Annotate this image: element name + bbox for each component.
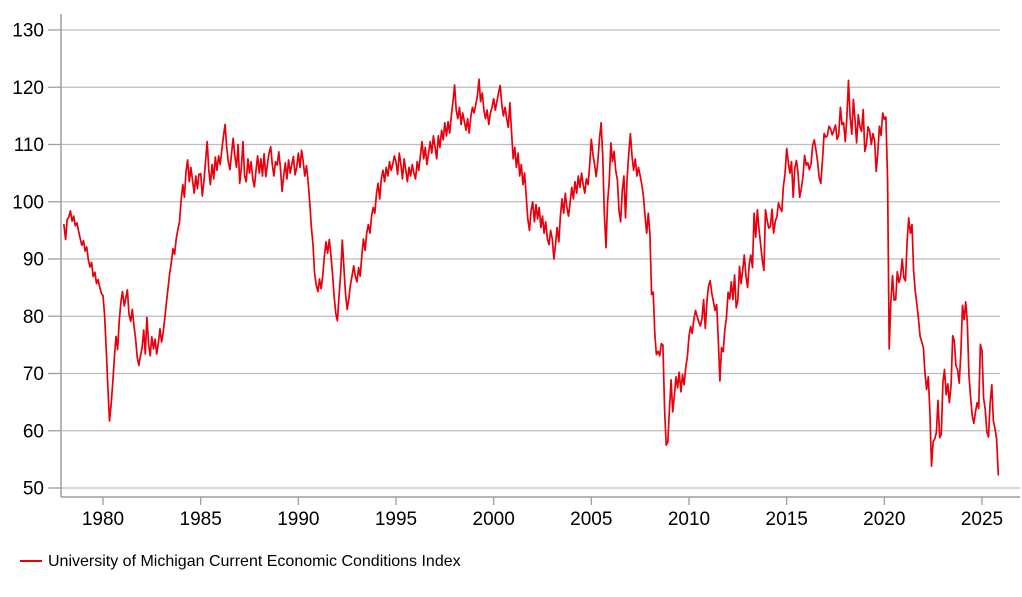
y-tick-label: 100 bbox=[12, 192, 44, 213]
x-tick-label: 2010 bbox=[668, 509, 710, 530]
x-tick-labels: 1980 1985 1990 1995 2000 2005 2010 2015 2020 2025 bbox=[82, 509, 1003, 530]
x-tick-label: 1980 bbox=[82, 509, 124, 530]
legend: University of Michigan Current Economic … bbox=[20, 553, 461, 570]
series-line bbox=[63, 78, 1000, 476]
gridlines bbox=[61, 29, 1020, 489]
x-tick-label: 2020 bbox=[863, 509, 905, 530]
y-tick-label: 130 bbox=[12, 21, 44, 42]
y-tick-label: 120 bbox=[12, 78, 44, 99]
y-tick-label: 60 bbox=[23, 421, 44, 442]
y-tick-labels: 50 60 70 80 90 100 110 120 130 bbox=[12, 21, 44, 500]
axes bbox=[48, 14, 1020, 505]
y-tick-label: 110 bbox=[14, 135, 44, 156]
legend-label: University of Michigan Current Economic … bbox=[48, 553, 461, 570]
x-tick-label: 1990 bbox=[277, 509, 319, 530]
x-tick-label: 2000 bbox=[473, 509, 515, 530]
y-tick-label: 90 bbox=[23, 250, 44, 271]
x-tick-label: 1995 bbox=[375, 509, 417, 530]
x-tick-label: 2025 bbox=[961, 509, 1003, 530]
y-tick-label: 50 bbox=[23, 479, 44, 500]
y-tick-label: 80 bbox=[23, 307, 44, 328]
y-tick-label: 70 bbox=[23, 364, 44, 385]
x-tick-label: 1985 bbox=[180, 509, 222, 530]
x-tick-label: 2005 bbox=[570, 509, 612, 530]
x-tick-label: 2015 bbox=[766, 509, 808, 530]
